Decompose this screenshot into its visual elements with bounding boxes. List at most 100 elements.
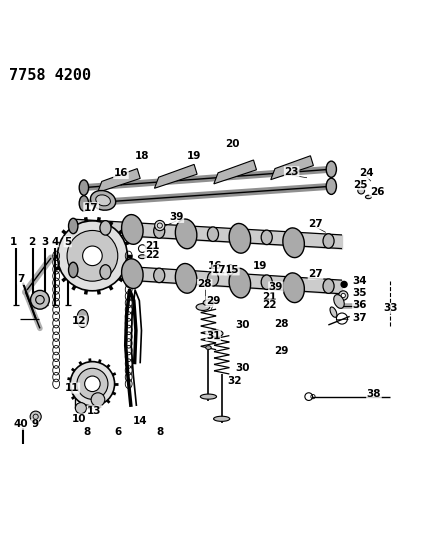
Text: 37: 37 <box>353 313 367 322</box>
Text: 7: 7 <box>18 274 25 284</box>
Ellipse shape <box>209 330 223 337</box>
Ellipse shape <box>175 219 197 249</box>
Text: 22: 22 <box>145 249 159 260</box>
Text: 10: 10 <box>71 414 86 424</box>
Text: 31: 31 <box>206 330 220 341</box>
Polygon shape <box>214 160 256 184</box>
Circle shape <box>339 291 348 300</box>
Circle shape <box>30 290 49 309</box>
Text: 19: 19 <box>253 261 267 271</box>
Ellipse shape <box>323 233 334 248</box>
Text: 2: 2 <box>28 237 35 247</box>
Polygon shape <box>98 168 140 192</box>
Ellipse shape <box>200 394 217 399</box>
Text: 34: 34 <box>353 277 367 286</box>
Ellipse shape <box>68 219 78 233</box>
Ellipse shape <box>326 161 336 177</box>
Circle shape <box>91 393 105 407</box>
Text: 16: 16 <box>114 168 128 179</box>
Ellipse shape <box>203 300 214 306</box>
Text: 22: 22 <box>262 300 277 310</box>
Ellipse shape <box>122 259 143 288</box>
Ellipse shape <box>229 268 251 298</box>
Ellipse shape <box>100 221 111 235</box>
Text: 21: 21 <box>262 292 277 302</box>
Ellipse shape <box>261 230 272 245</box>
Ellipse shape <box>90 190 116 210</box>
Text: 33: 33 <box>384 303 398 313</box>
Polygon shape <box>155 164 197 188</box>
Text: 32: 32 <box>227 376 242 386</box>
Text: 8: 8 <box>156 427 163 437</box>
Ellipse shape <box>70 361 115 406</box>
Text: 5: 5 <box>64 237 71 247</box>
Ellipse shape <box>196 304 210 310</box>
Ellipse shape <box>330 307 337 317</box>
Text: 19: 19 <box>186 151 201 161</box>
Text: 24: 24 <box>360 168 374 179</box>
Ellipse shape <box>139 255 146 259</box>
Text: 28: 28 <box>197 279 212 289</box>
Text: 8: 8 <box>83 427 91 437</box>
Text: 30: 30 <box>236 320 250 330</box>
Text: 16: 16 <box>208 261 222 271</box>
Ellipse shape <box>326 178 336 195</box>
Text: 38: 38 <box>367 389 381 399</box>
Ellipse shape <box>206 345 211 350</box>
Circle shape <box>155 221 165 231</box>
Ellipse shape <box>68 262 78 278</box>
Ellipse shape <box>77 368 108 399</box>
Text: 4: 4 <box>51 237 59 247</box>
Ellipse shape <box>79 180 89 195</box>
Text: 13: 13 <box>87 406 102 416</box>
Ellipse shape <box>226 265 234 275</box>
Ellipse shape <box>154 268 165 282</box>
Ellipse shape <box>366 195 372 199</box>
Text: 17: 17 <box>84 203 98 213</box>
Ellipse shape <box>334 295 344 309</box>
Ellipse shape <box>79 196 89 211</box>
Text: 7758 4200: 7758 4200 <box>9 68 91 83</box>
Text: 39: 39 <box>269 282 283 292</box>
Text: 20: 20 <box>225 139 239 149</box>
Ellipse shape <box>154 224 165 238</box>
Text: 17: 17 <box>212 265 226 275</box>
Text: 23: 23 <box>284 167 299 177</box>
Circle shape <box>83 246 102 265</box>
Text: 14: 14 <box>133 416 148 426</box>
Ellipse shape <box>175 263 197 293</box>
Text: 21: 21 <box>145 241 159 251</box>
Ellipse shape <box>122 215 143 244</box>
Text: 18: 18 <box>135 151 149 161</box>
Ellipse shape <box>283 228 304 257</box>
Ellipse shape <box>229 223 251 253</box>
Polygon shape <box>271 156 313 180</box>
Text: 15: 15 <box>225 265 239 275</box>
Text: 12: 12 <box>71 316 86 326</box>
Text: 26: 26 <box>370 187 384 197</box>
Text: 30: 30 <box>236 363 250 373</box>
Text: 28: 28 <box>274 319 288 329</box>
Text: 9: 9 <box>31 419 39 430</box>
Circle shape <box>85 376 100 392</box>
Circle shape <box>341 281 347 287</box>
Circle shape <box>305 393 312 400</box>
Text: 29: 29 <box>206 296 220 306</box>
Text: 25: 25 <box>353 180 367 190</box>
Ellipse shape <box>208 227 219 241</box>
Circle shape <box>30 411 41 422</box>
Text: 27: 27 <box>308 219 323 229</box>
Text: 6: 6 <box>114 427 122 437</box>
Ellipse shape <box>57 221 128 291</box>
Ellipse shape <box>208 271 219 286</box>
Ellipse shape <box>261 275 272 289</box>
Text: 11: 11 <box>65 383 80 393</box>
Ellipse shape <box>323 279 334 293</box>
Ellipse shape <box>96 195 110 206</box>
Text: 40: 40 <box>14 419 29 430</box>
Text: 3: 3 <box>41 237 48 247</box>
Ellipse shape <box>77 310 88 327</box>
Text: 27: 27 <box>308 269 323 279</box>
Circle shape <box>358 187 365 194</box>
Text: 39: 39 <box>169 213 184 222</box>
